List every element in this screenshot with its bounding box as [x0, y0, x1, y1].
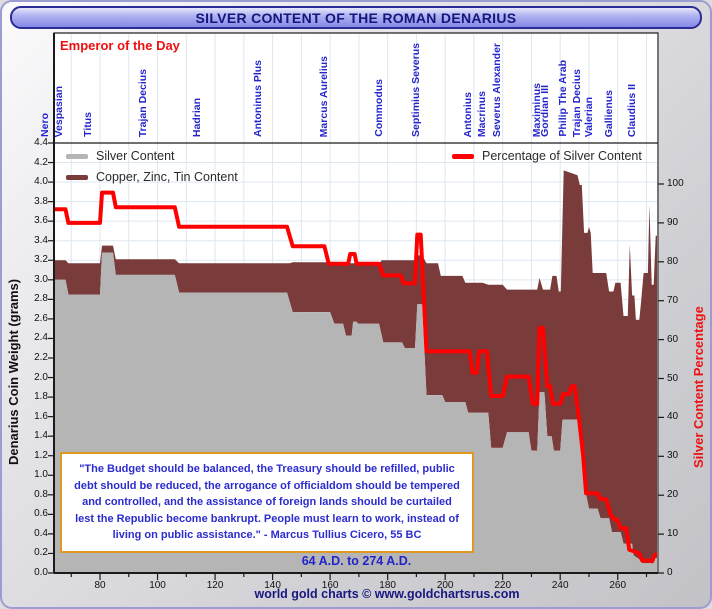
footer-credit: world gold charts © www.goldchartsrus.co…	[254, 587, 520, 601]
emperor-label: Valerian	[582, 96, 595, 137]
emperor-label: Gallienus	[602, 89, 615, 137]
right-tick-label: 10	[667, 528, 679, 540]
legend-item-silver: Silver Content	[66, 149, 175, 163]
emperor-label: Hadrian	[191, 97, 204, 137]
left-tick-label: 0.4	[34, 527, 48, 539]
left-tick-label: 1.2	[34, 449, 48, 461]
emperor-label: Titus	[82, 112, 95, 137]
left-tick-label: 3.6	[34, 215, 48, 227]
x-tick-label: 140	[264, 580, 281, 591]
emperor-label: Antoninus Plus	[251, 60, 264, 137]
title-bar: SILVER CONTENT OF THE ROMAN DENARIUS	[10, 6, 702, 29]
legend-copper-label: Copper, Zinc, Tin Content	[96, 170, 238, 184]
x-tick-label: 240	[551, 580, 569, 591]
legend-item-copper: Copper, Zinc, Tin Content	[66, 170, 238, 184]
emperor-label: Trajan Decius	[136, 68, 149, 137]
emperor-label: Nero	[39, 113, 51, 137]
left-tick-label: 3.0	[34, 273, 48, 285]
left-tick-label: 1.0	[34, 469, 48, 481]
copper-swatch-icon	[66, 174, 88, 180]
right-tick-label: 80	[667, 255, 679, 267]
emperor-label: Severus Alexander	[490, 42, 503, 137]
cicero-quote-box: "The Budget should be balanced, the Trea…	[60, 452, 474, 553]
left-tick-label: 2.8	[34, 293, 48, 305]
right-tick-label: 90	[667, 216, 679, 228]
right-tick-label: 0	[667, 567, 673, 578]
left-tick-label: 3.4	[34, 234, 48, 246]
x-tick-label: 260	[609, 580, 627, 591]
emperor-label: Trajan Decius	[571, 68, 584, 137]
left-tick-label: 2.0	[34, 371, 48, 383]
left-tick-label: 0.8	[34, 488, 48, 500]
emperor-label: Macrinus	[476, 90, 489, 137]
legend-item-percent: Percentage of Silver Content	[452, 149, 642, 163]
x-tick-label: 180	[379, 580, 396, 591]
copper-zinc-tin-area	[55, 170, 657, 564]
emperor-label: Philip The Arab	[556, 60, 569, 137]
percent-swatch-icon	[452, 153, 474, 159]
left-tick-label: 2.6	[34, 312, 48, 324]
left-tick-label: 4.4	[34, 137, 48, 148]
left-tick-label: 1.8	[34, 391, 48, 403]
cicero-quote-text: "The Budget should be balanced, the Trea…	[74, 463, 460, 541]
left-tick-label: 2.4	[34, 332, 48, 344]
right-tick-label: 60	[667, 333, 679, 345]
emperor-label: Commodus	[372, 79, 385, 137]
right-tick-label: 40	[667, 411, 679, 423]
page-title: SILVER CONTENT OF THE ROMAN DENARIUS	[195, 9, 517, 26]
emperor-label: Gordian III	[539, 85, 552, 137]
left-tick-label: 3.2	[34, 254, 48, 266]
left-tick-label: 4.0	[34, 176, 48, 188]
x-tick-label: 80	[94, 580, 106, 591]
right-tick-label: 50	[667, 372, 679, 384]
silver-percentage-line	[55, 190, 657, 564]
right-tick-label: 30	[667, 450, 679, 462]
legend-percent-label: Percentage of Silver Content	[482, 149, 642, 163]
right-tick-label: 20	[667, 489, 679, 501]
left-tick-label: 2.2	[34, 352, 48, 363]
emperor-band-title: Emperor of the Day	[60, 38, 180, 53]
right-tick-label: 70	[667, 294, 679, 306]
left-tick-label: 0.0	[34, 567, 48, 578]
x-tick-label: 220	[494, 580, 512, 591]
emperor-label: Marcus Aurelius	[317, 55, 330, 137]
x-tick-label: 100	[149, 580, 166, 591]
emperor-label: Claudius II	[625, 83, 638, 137]
left-tick-label: 4.2	[34, 156, 48, 168]
left-tick-label: 1.4	[34, 430, 48, 442]
date-range-label: 64 A.D. to 274 A.D.	[301, 554, 412, 568]
x-tick-label: 120	[206, 580, 224, 591]
emperor-label: Vespasian	[53, 85, 66, 137]
left-tick-label: 0.2	[34, 547, 48, 559]
emperor-label: Septimius Severus	[410, 43, 423, 137]
x-tick-label: 160	[321, 580, 339, 591]
right-tick-label: 100	[667, 178, 684, 189]
left-tick-label: 1.6	[34, 410, 48, 422]
silver-swatch-icon	[66, 153, 88, 159]
left-tick-label: 0.6	[34, 508, 48, 520]
x-tick-label: 200	[436, 580, 454, 591]
emperor-label: Antonius	[461, 91, 474, 138]
legend-silver-label: Silver Content	[96, 149, 175, 163]
left-tick-label: 3.8	[34, 195, 48, 207]
